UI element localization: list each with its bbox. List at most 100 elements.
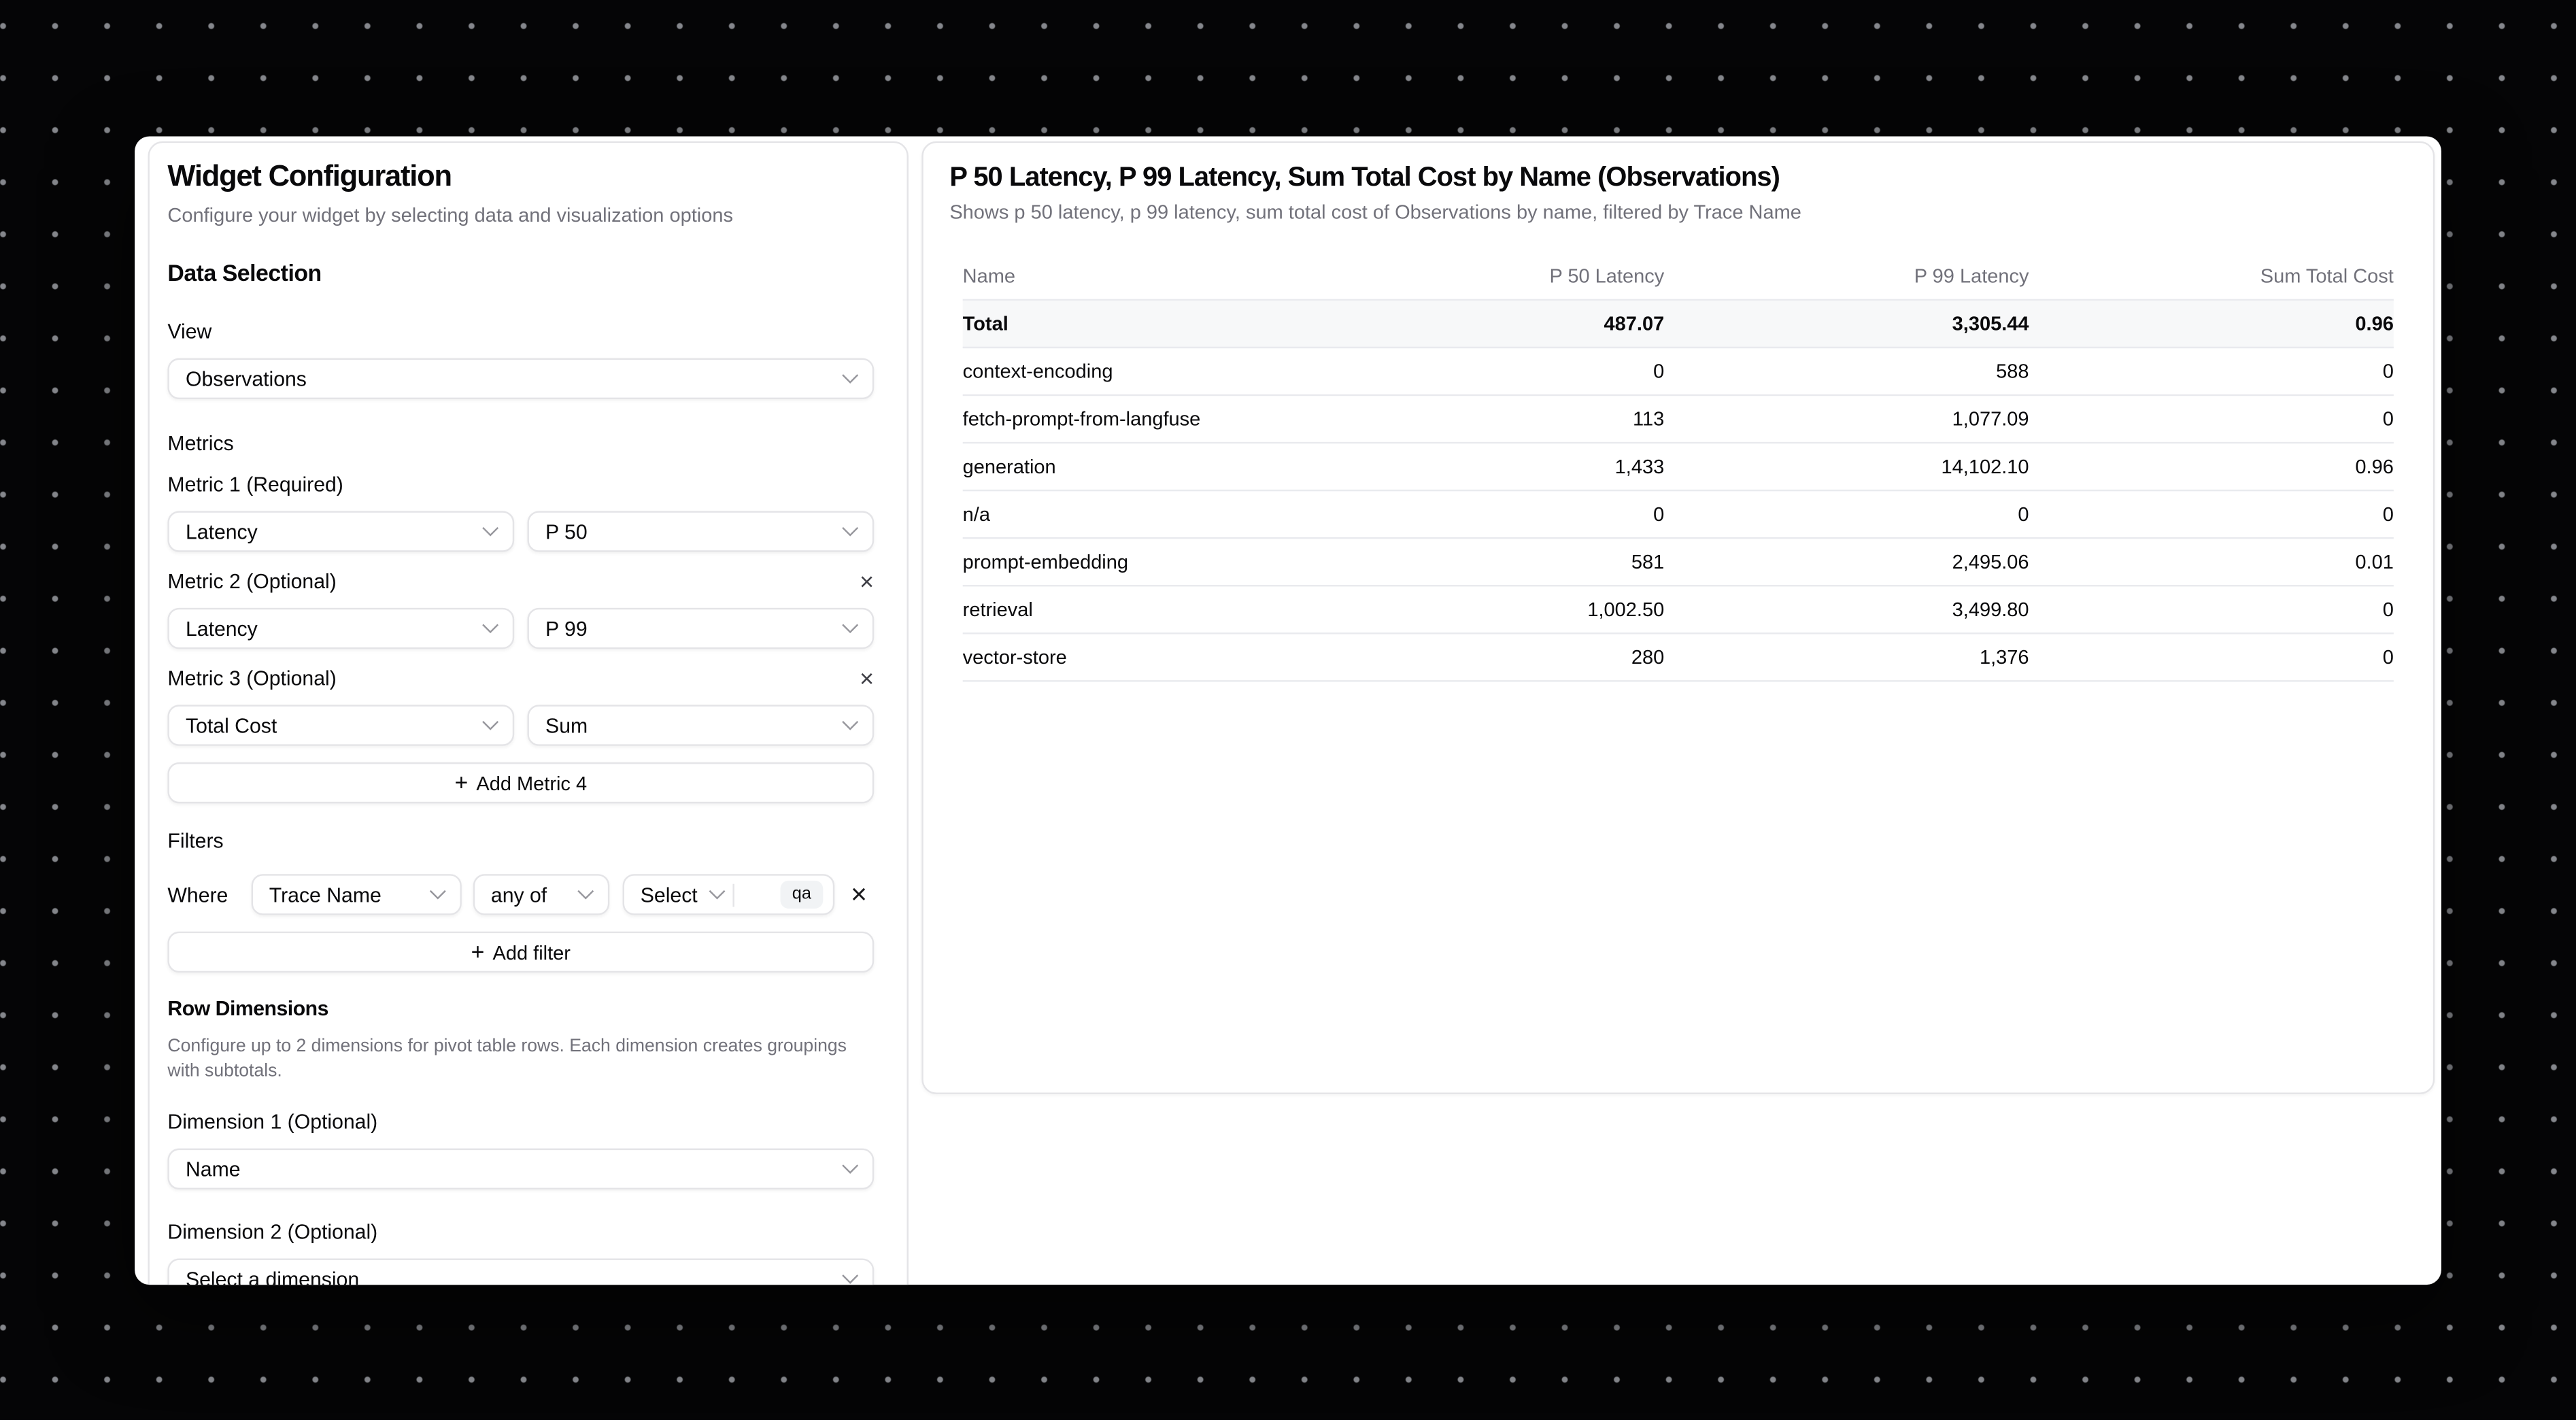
dimension-1-value: Name	[185, 1157, 241, 1181]
cell-p50-latency: 0	[1653, 360, 1665, 383]
cell-sum-total-cost: 0	[2382, 407, 2394, 430]
divider	[732, 883, 734, 907]
cell-p99-latency: 0	[2018, 503, 2029, 526]
remove-filter-button[interactable]: ×	[850, 879, 867, 911]
chevron-down-icon	[577, 883, 594, 900]
cell-p99-latency: 2,495.06	[1952, 550, 2029, 574]
chevron-down-icon	[482, 617, 499, 634]
metric-3-aggregation-value: Sum	[545, 713, 588, 737]
metric-3-measure-select[interactable]: Total Cost	[167, 705, 515, 746]
table-row: generation 1,433 14,102.10 0.96	[962, 443, 2394, 492]
filter-where-label: Where	[167, 883, 228, 907]
filter-value-placeholder: Select	[640, 883, 698, 907]
table-header-row: Name P 50 Latency P 99 Latency Sum Total…	[962, 252, 2394, 301]
preview-subtitle: Shows p 50 latency, p 99 latency, sum to…	[949, 200, 1801, 224]
page-subtitle: Configure your widget by selecting data …	[167, 203, 733, 227]
remove-metric-3-button[interactable]: ×	[860, 665, 875, 694]
cell-sum-total-cost: 0	[2382, 598, 2394, 622]
config-panel: Widget Configuration Configure your widg…	[148, 141, 909, 1285]
dimension-2-value: Select a dimension	[185, 1267, 360, 1285]
view-select-value: Observations	[185, 367, 307, 390]
cell-p99-latency: 3,305.44	[1952, 312, 2029, 335]
filter-row: Where Trace Name any of Select qa ×	[167, 874, 874, 915]
cell-sum-total-cost: 0.96	[2355, 312, 2394, 335]
metric-2-aggregation-select[interactable]: P 99	[527, 607, 875, 649]
metric-1-aggregation-select[interactable]: P 50	[527, 511, 875, 552]
metric-1-measure-select[interactable]: Latency	[167, 511, 515, 552]
cell-p50-latency: 581	[1631, 550, 1665, 574]
dimension-1-select[interactable]: Name	[167, 1148, 875, 1190]
filter-operator-select[interactable]: any of	[473, 874, 609, 915]
chevron-down-icon	[429, 883, 446, 900]
plus-icon: +	[471, 938, 485, 965]
cell-p99-latency: 588	[1996, 360, 2029, 383]
add-filter-label: Add filter	[492, 941, 571, 964]
chevron-down-icon	[842, 520, 859, 537]
filter-value-select[interactable]: Select qa	[622, 874, 834, 915]
metric-1-row: Latency P 50	[167, 511, 875, 552]
dimension-1-label: Dimension 1 (Optional)	[167, 1111, 378, 1134]
filter-operator-value: any of	[490, 883, 547, 907]
metric-1-label: Metric 1 (Required)	[167, 473, 343, 496]
column-header-p50-latency: P 50 Latency	[1549, 263, 1665, 287]
filters-heading: Filters	[167, 829, 224, 853]
dimension-2-select[interactable]: Select a dimension	[167, 1258, 875, 1285]
cell-p99-latency: 1,077.09	[1952, 407, 2029, 430]
cell-p99-latency: 1,376	[1979, 645, 2029, 669]
chevron-down-icon	[842, 1157, 859, 1174]
column-header-p99-latency: P 99 Latency	[1914, 263, 2029, 287]
chevron-down-icon	[482, 713, 499, 730]
data-selection-heading: Data Selection	[167, 259, 322, 286]
cell-name: generation	[962, 455, 1056, 479]
cell-name: retrieval	[962, 598, 1033, 622]
cell-name: n/a	[962, 503, 990, 526]
table-row: n/a 0 0 0	[962, 491, 2394, 539]
cell-sum-total-cost: 0	[2382, 503, 2394, 526]
preview-title: P 50 Latency, P 99 Latency, Sum Total Co…	[949, 163, 1780, 192]
table-row: Total 487.07 3,305.44 0.96	[962, 301, 2394, 349]
cell-p50-latency: 0	[1653, 503, 1665, 526]
table-row: context-encoding 0 588 0	[962, 348, 2394, 396]
add-metric-button[interactable]: + Add Metric 4	[167, 762, 875, 804]
cell-p99-latency: 3,499.80	[1952, 598, 2029, 622]
metric-2-header: Metric 2 (Optional) ×	[167, 570, 874, 594]
remove-metric-2-button[interactable]: ×	[860, 568, 875, 596]
view-select[interactable]: Observations	[167, 358, 875, 400]
metric-2-measure-select[interactable]: Latency	[167, 607, 515, 649]
column-header-sum-total-cost: Sum Total Cost	[2260, 263, 2394, 287]
widget-configuration-modal: Widget Configuration Configure your widg…	[135, 136, 2441, 1285]
table-row: vector-store 280 1,376 0	[962, 635, 2394, 682]
chevron-down-icon	[708, 883, 725, 900]
filter-value-badge: qa	[780, 880, 823, 909]
metric-3-header: Metric 3 (Optional) ×	[167, 667, 874, 692]
metric-3-aggregation-select[interactable]: Sum	[527, 705, 875, 746]
metric-2-label: Metric 2 (Optional)	[167, 570, 337, 594]
plus-icon: +	[454, 768, 469, 796]
cell-sum-total-cost: 0	[2382, 645, 2394, 669]
table-row: retrieval 1,002.50 3,499.80 0	[962, 586, 2394, 635]
pivot-table: Name P 50 Latency P 99 Latency Sum Total…	[962, 252, 2394, 682]
metric-1-aggregation-value: P 50	[545, 520, 588, 543]
chevron-down-icon	[842, 1267, 859, 1284]
cell-sum-total-cost: 0.01	[2355, 550, 2394, 574]
cell-name: prompt-embedding	[962, 550, 1129, 574]
cell-p99-latency: 14,102.10	[1941, 455, 2029, 479]
add-metric-label: Add Metric 4	[476, 771, 588, 795]
chevron-down-icon	[842, 713, 859, 730]
metric-3-measure-value: Total Cost	[185, 713, 277, 737]
cell-p50-latency: 1,002.50	[1587, 598, 1665, 622]
cell-p50-latency: 280	[1631, 645, 1665, 669]
cell-p50-latency: 487.07	[1604, 312, 1665, 335]
cell-name: context-encoding	[962, 360, 1113, 383]
dimension-2-label: Dimension 2 (Optional)	[167, 1220, 378, 1244]
metric-2-row: Latency P 99	[167, 607, 875, 649]
page-title: Widget Configuration	[167, 159, 452, 192]
metrics-heading: Metrics	[167, 432, 234, 456]
add-filter-button[interactable]: + Add filter	[167, 931, 875, 973]
cell-sum-total-cost: 0.96	[2355, 455, 2394, 479]
filter-column-select[interactable]: Trace Name	[251, 874, 462, 915]
cell-name: Total	[962, 312, 1009, 335]
cell-name: vector-store	[962, 645, 1067, 669]
chevron-down-icon	[842, 617, 859, 634]
